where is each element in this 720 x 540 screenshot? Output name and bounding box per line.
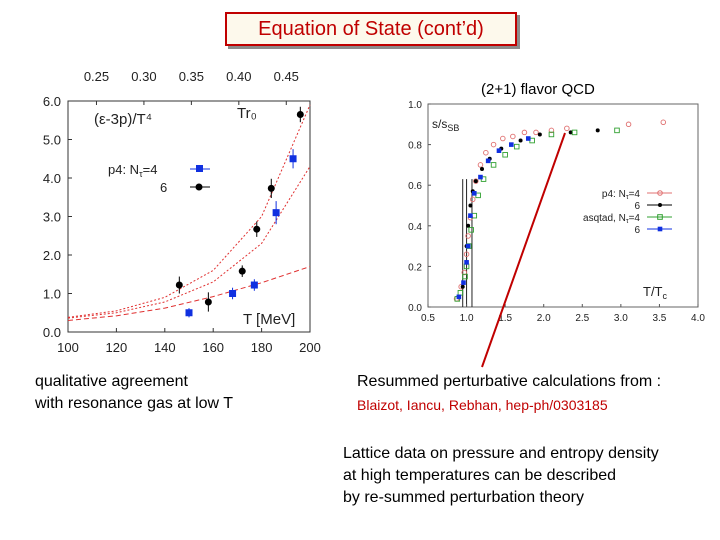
chart1-point-blue-square bbox=[229, 290, 237, 297]
resummed-header: Resummed perturbative calculations from … bbox=[357, 373, 662, 390]
chart1-point-blue-square bbox=[272, 209, 280, 217]
chart1-xtick-label: 180 bbox=[251, 340, 273, 355]
chart1-curve-hrg-1 bbox=[67, 104, 311, 318]
chart1-plot-area bbox=[67, 100, 311, 333]
chart1-top-tick-label: 0.25 bbox=[84, 69, 109, 84]
chart1-xtick-label: 200 bbox=[299, 340, 321, 355]
chart1-point-black-circle bbox=[267, 184, 275, 192]
chart1-ytick-label: 6.0 bbox=[43, 94, 61, 109]
chart1-point-black-circle bbox=[253, 225, 261, 233]
conclusion-line2: at high temperatures can be described bbox=[343, 467, 617, 484]
chart1-ytick-label: 3.0 bbox=[43, 210, 61, 225]
chart1-top-tick-label: 0.30 bbox=[131, 69, 156, 84]
chart1-legend: p4: Nτ=4 6 bbox=[108, 162, 210, 195]
chart1-top-tick-label: 0.35 bbox=[179, 69, 204, 84]
chart1-curve-hrg-2 bbox=[67, 166, 311, 319]
chart1-point-black-circle bbox=[204, 298, 212, 306]
chart1-curve-hrg-3 bbox=[67, 266, 311, 321]
left-caption-line1: qualitative agreement bbox=[35, 373, 188, 390]
conclusion-line3: by re-summed perturbation theory bbox=[343, 489, 584, 506]
chart1-legend-entry-6: 6 bbox=[160, 180, 167, 195]
chart1-top-tick-label: 0.40 bbox=[226, 69, 251, 84]
chart1-legend-title: p4: Nτ=4 bbox=[108, 162, 157, 179]
slide-title: Equation of State (cont’d) bbox=[225, 12, 517, 46]
chart1-ytick-label: 4.0 bbox=[43, 171, 61, 186]
chart1-point-black-circle bbox=[238, 267, 246, 275]
chart1-top-tick-label: 0.45 bbox=[274, 69, 299, 84]
chart1-point-black-circle bbox=[296, 110, 304, 118]
chart1-xtick-label: 120 bbox=[106, 340, 128, 355]
chart1-xtick-label: 140 bbox=[154, 340, 176, 355]
chart1-xtick-label: 160 bbox=[202, 340, 224, 355]
conclusion-line1: Lattice data on pressure and entropy den… bbox=[343, 445, 659, 462]
chart1-xlabel: T [MeV] bbox=[243, 311, 295, 328]
chart1-point-blue-square bbox=[185, 309, 193, 317]
reference-text: Blaizot, Iancu, Rebhan, hep-ph/0303185 bbox=[357, 397, 608, 413]
chart1-point-blue-square bbox=[250, 281, 258, 289]
chart1-point-black-circle bbox=[175, 281, 183, 289]
chart1-ylabel: (ε-3p)/T⁴ bbox=[94, 111, 152, 128]
chart1-ytick-label: 0.0 bbox=[43, 325, 61, 340]
chart1-xtick-label: 100 bbox=[57, 340, 79, 355]
left-caption-line2: with resonance gas at low T bbox=[35, 395, 234, 412]
chart1-point-blue-square bbox=[289, 155, 297, 163]
chart1-legend-marker-circle bbox=[195, 183, 203, 191]
chart1-ytick-label: 1.0 bbox=[43, 287, 61, 302]
chart1-ytick-label: 5.0 bbox=[43, 133, 61, 148]
chart1-legend-marker-square bbox=[196, 165, 203, 172]
chart1-curve-label: Tr₀ bbox=[237, 105, 257, 122]
chart1-ytick-label: 2.0 bbox=[43, 248, 61, 263]
